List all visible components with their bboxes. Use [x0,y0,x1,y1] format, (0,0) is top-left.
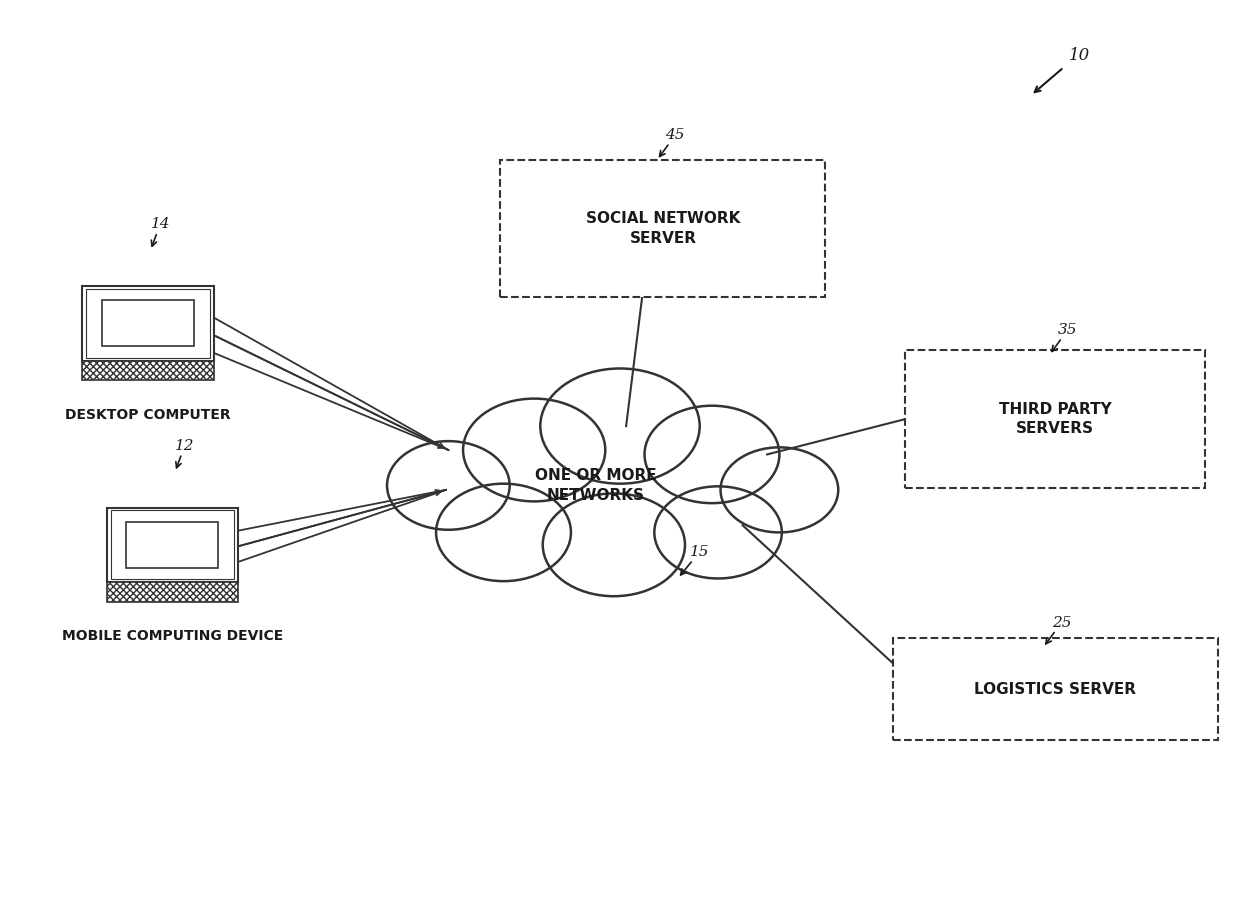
Bar [107,508,238,582]
Text: SOCIAL NETWORK
SERVER: SOCIAL NETWORK SERVER [585,212,740,246]
Bar [893,638,1218,740]
Circle shape [655,486,782,579]
Text: MOBILE COMPUTING DEVICE: MOBILE COMPUTING DEVICE [62,629,283,643]
Text: DESKTOP COMPUTER: DESKTOP COMPUTER [66,408,231,421]
Bar [86,289,210,358]
Circle shape [387,441,510,530]
Bar [102,301,193,346]
Text: ONE OR MORE
NETWORKS: ONE OR MORE NETWORKS [534,468,656,503]
Text: THIRD PARTY
SERVERS: THIRD PARTY SERVERS [999,401,1111,436]
Circle shape [463,399,605,501]
Circle shape [645,406,780,503]
Text: 14: 14 [150,217,170,231]
Circle shape [720,447,838,533]
Bar [905,350,1205,488]
Circle shape [543,493,684,596]
Text: 15: 15 [689,544,709,559]
Bar [82,361,213,380]
Text: 25: 25 [1052,616,1071,630]
Bar [82,286,213,361]
Bar [501,160,826,297]
Text: 12: 12 [175,438,195,453]
Circle shape [541,368,699,483]
Text: 35: 35 [1058,323,1078,338]
Text: LOGISTICS SERVER: LOGISTICS SERVER [975,682,1136,697]
Text: 10: 10 [1069,47,1090,64]
Text: 45: 45 [666,129,684,142]
Bar [126,522,218,568]
Bar [110,510,234,580]
Bar [107,582,238,601]
Circle shape [436,483,570,581]
